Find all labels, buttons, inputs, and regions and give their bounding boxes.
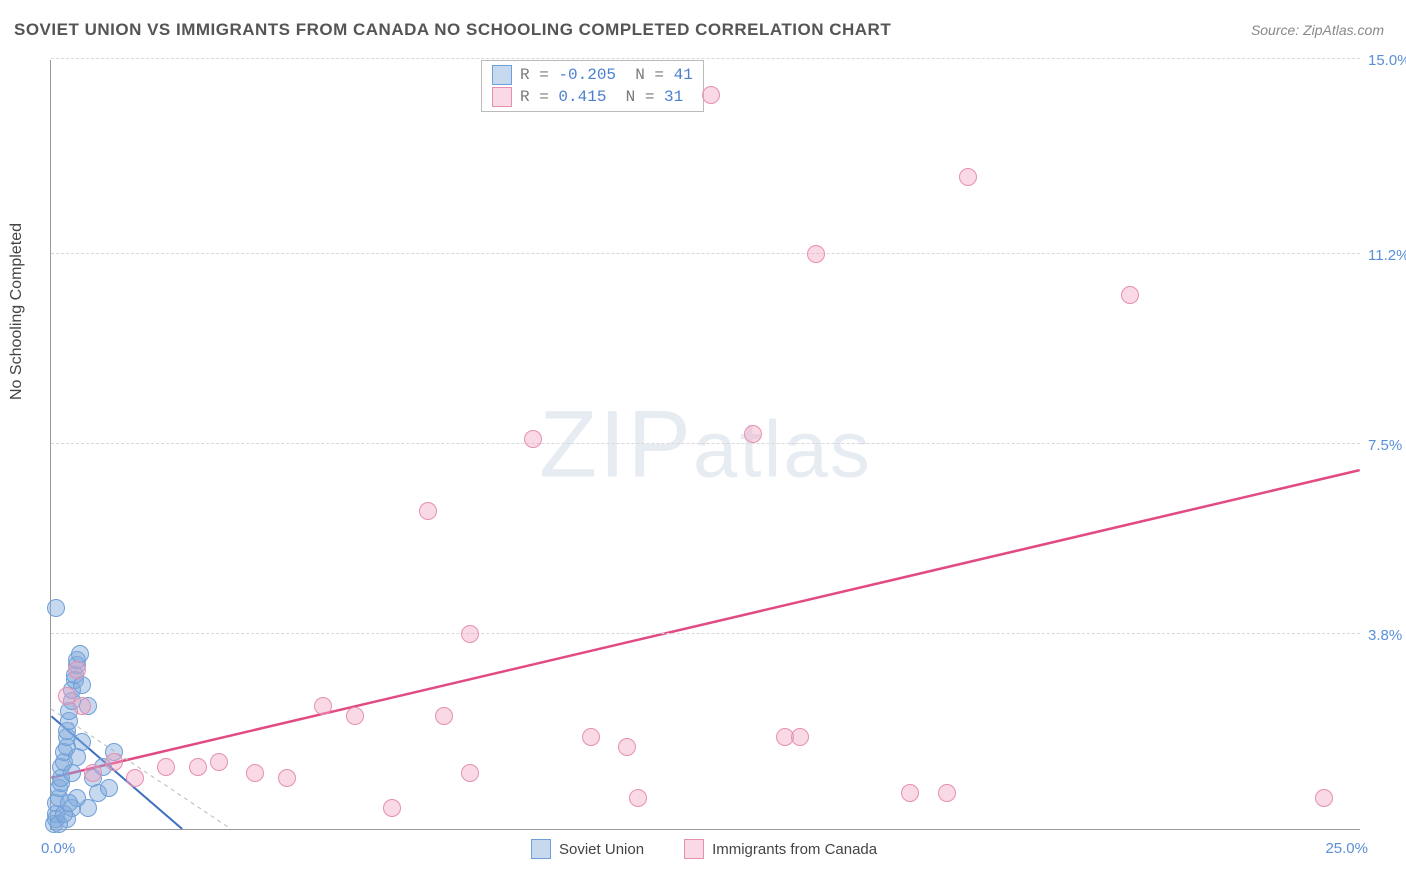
data-point: [73, 676, 91, 694]
series-legend: Soviet Union Immigrants from Canada: [531, 839, 877, 859]
legend-swatch: [531, 839, 551, 859]
legend-item: Immigrants from Canada: [684, 839, 877, 859]
data-point: [189, 758, 207, 776]
y-axis-label: No Schooling Completed: [8, 223, 26, 400]
data-point: [744, 425, 762, 443]
data-point: [73, 733, 91, 751]
data-point: [278, 769, 296, 787]
data-point: [959, 168, 977, 186]
stats-row: R = -0.205 N = 41: [492, 65, 693, 85]
scatter-chart: ZIPatlas R = -0.205 N = 41 R = 0.415 N = …: [50, 60, 1360, 830]
watermark: ZIPatlas: [539, 390, 872, 499]
legend-swatch: [684, 839, 704, 859]
legend-label: Soviet Union: [559, 841, 644, 858]
data-point: [435, 707, 453, 725]
data-point: [618, 738, 636, 756]
y-tick-label: 15.0%: [1368, 52, 1406, 69]
data-point: [582, 728, 600, 746]
data-point: [63, 764, 81, 782]
data-point: [791, 728, 809, 746]
data-point: [461, 764, 479, 782]
stats-row: R = 0.415 N = 31: [492, 87, 693, 107]
source-attribution: Source: ZipAtlas.com: [1251, 22, 1384, 38]
trend-lines-svg: [51, 60, 1360, 829]
data-point: [383, 799, 401, 817]
series-swatch: [492, 65, 512, 85]
stats-text: R = -0.205 N = 41: [520, 66, 693, 84]
watermark-part2: atlas: [693, 404, 872, 493]
y-tick-label: 7.5%: [1368, 437, 1406, 454]
y-tick-label: 3.8%: [1368, 627, 1406, 644]
data-point: [246, 764, 264, 782]
x-tick-max: 25.0%: [1325, 840, 1368, 857]
data-point: [210, 753, 228, 771]
correlation-stats-box: R = -0.205 N = 41 R = 0.415 N = 31: [481, 60, 704, 112]
stats-text: R = 0.415 N = 31: [520, 88, 683, 106]
data-point: [629, 789, 647, 807]
legend-item: Soviet Union: [531, 839, 644, 859]
gridline: [51, 633, 1360, 634]
data-point: [346, 707, 364, 725]
data-point: [314, 697, 332, 715]
series-swatch: [492, 87, 512, 107]
data-point: [901, 784, 919, 802]
data-point: [807, 245, 825, 263]
data-point: [60, 794, 78, 812]
x-tick-origin: 0.0%: [41, 840, 75, 857]
data-point: [47, 599, 65, 617]
data-point: [157, 758, 175, 776]
data-point: [419, 502, 437, 520]
data-point: [68, 661, 86, 679]
data-point: [1315, 789, 1333, 807]
data-point: [73, 697, 91, 715]
data-point: [938, 784, 956, 802]
data-point: [126, 769, 144, 787]
data-point: [68, 748, 86, 766]
data-point: [105, 753, 123, 771]
y-tick-label: 11.2%: [1368, 247, 1406, 264]
watermark-part1: ZIP: [539, 391, 693, 497]
legend-label: Immigrants from Canada: [712, 841, 877, 858]
data-point: [702, 86, 720, 104]
chart-title: SOVIET UNION VS IMMIGRANTS FROM CANADA N…: [14, 20, 891, 40]
data-point: [100, 779, 118, 797]
data-point: [84, 764, 102, 782]
trend-line: [51, 470, 1359, 778]
gridline: [51, 253, 1360, 254]
gridline: [51, 443, 1360, 444]
gridline: [51, 58, 1360, 59]
data-point: [524, 430, 542, 448]
data-point: [461, 625, 479, 643]
data-point: [1121, 286, 1139, 304]
